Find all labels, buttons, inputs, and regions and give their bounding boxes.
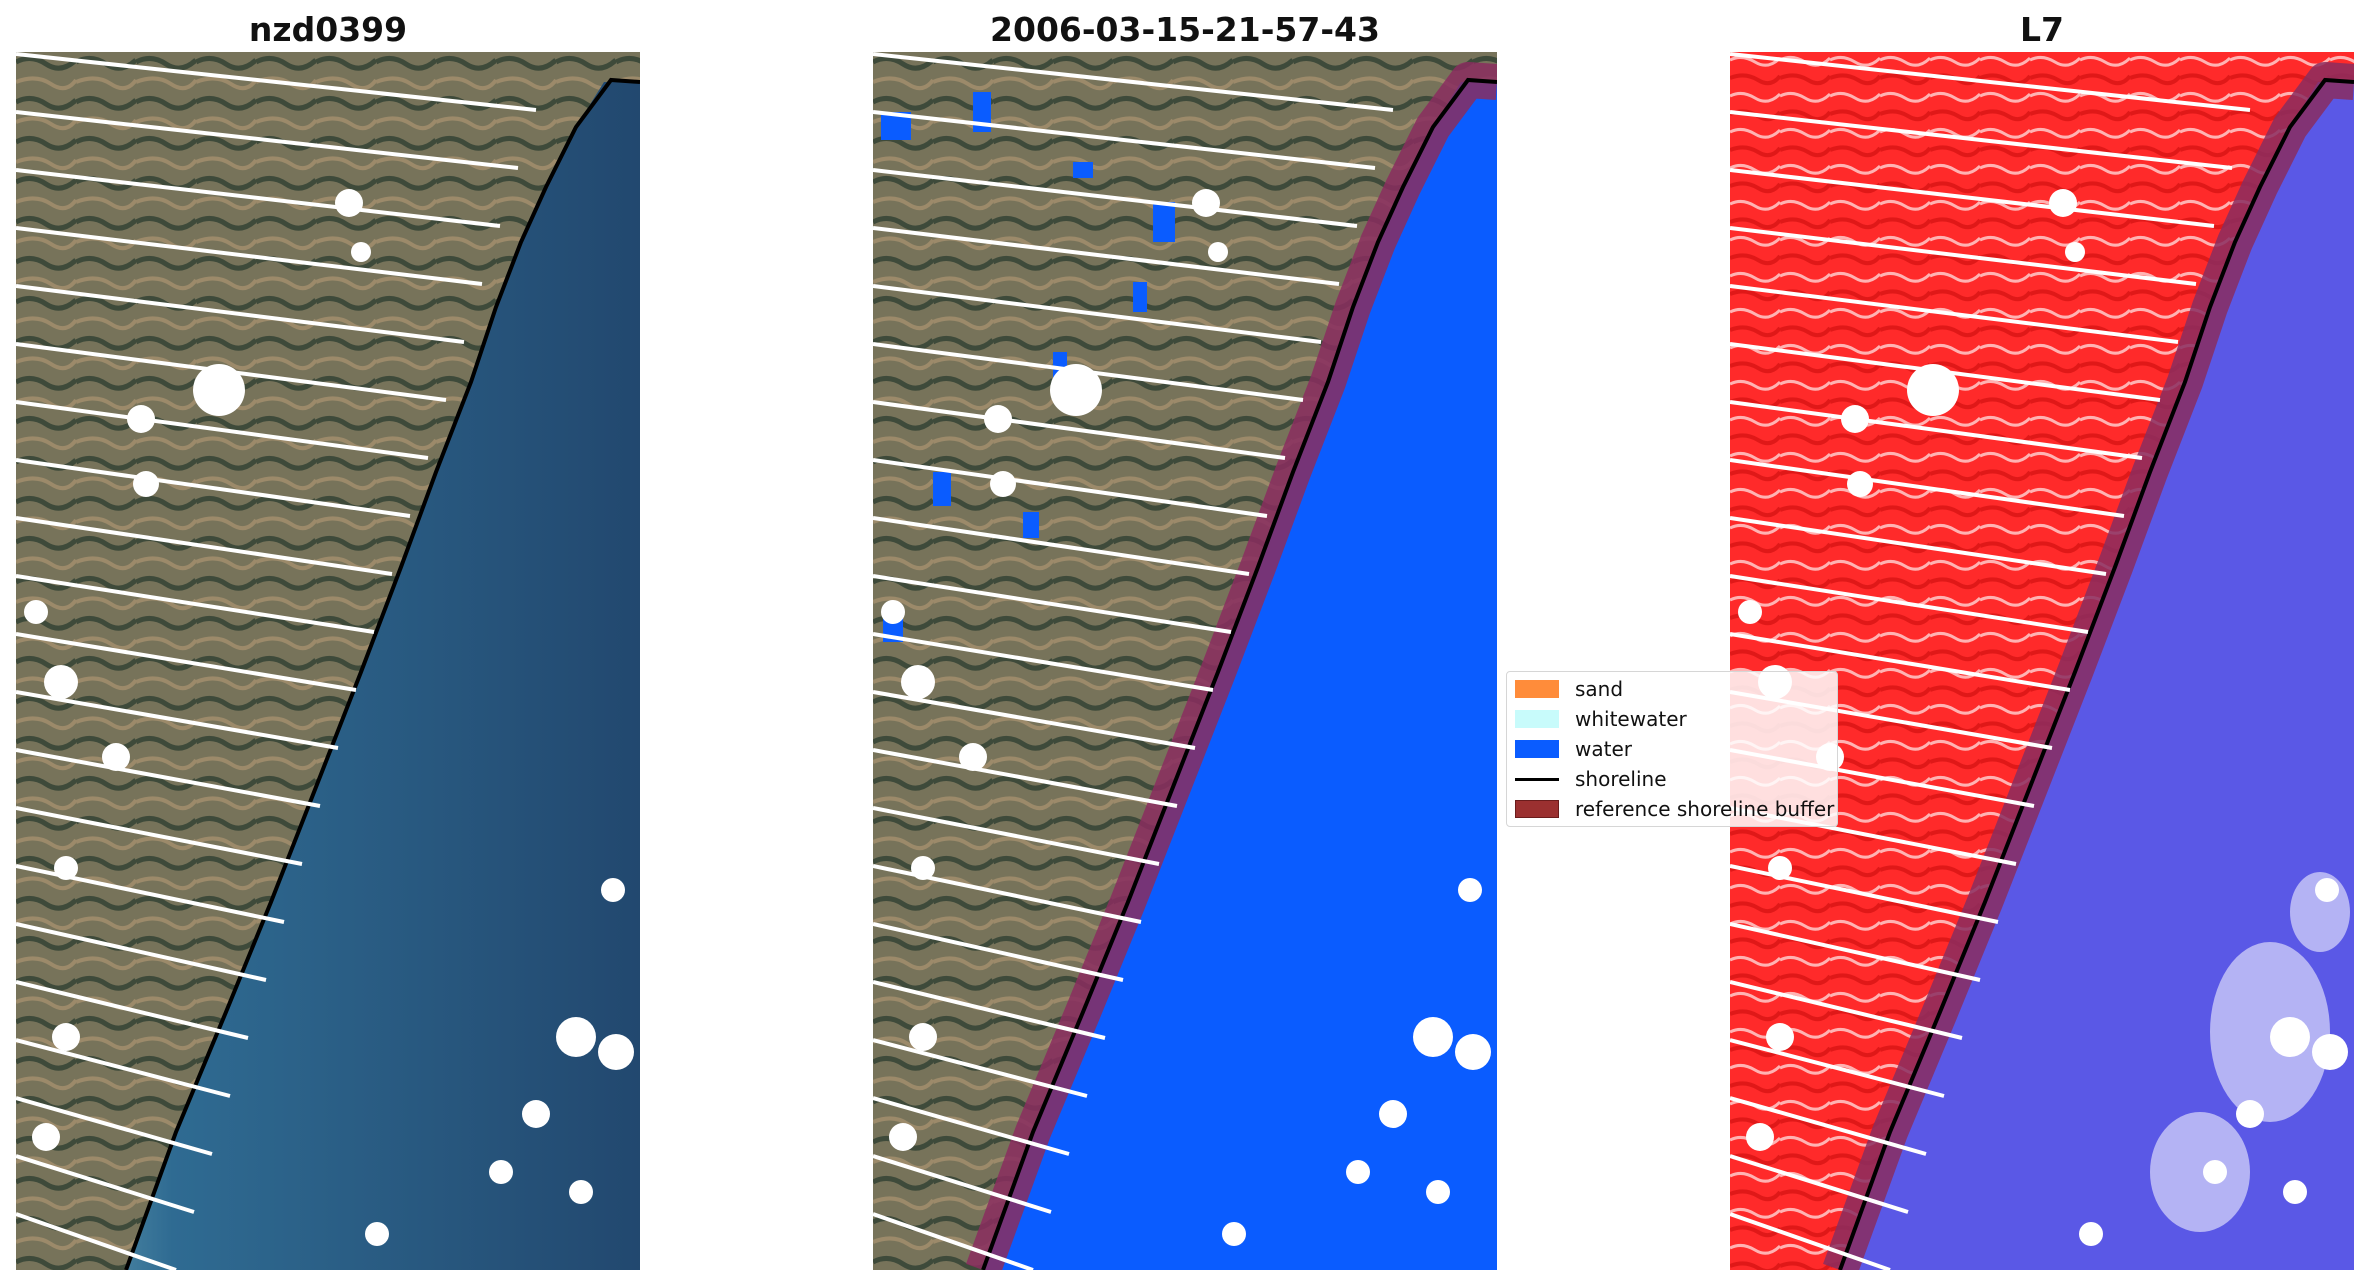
slc-gap-line [873, 980, 1106, 1040]
slc-gap-line [1730, 400, 2143, 460]
slc-gap-line [873, 632, 1214, 692]
panel-title-false-color: L7 [2020, 10, 2064, 49]
false-color-panel [1730, 52, 2354, 1270]
slc-gap-line [873, 1212, 1034, 1270]
slc-gap-line [873, 516, 1250, 576]
slc-gap-line [16, 284, 465, 344]
legend-item-whitewater: whitewater [1515, 706, 1687, 732]
slc-gap-line [16, 748, 321, 808]
slc-gap-line [16, 632, 357, 692]
slc-gap-line [16, 110, 519, 170]
slc-gap-line [16, 1038, 231, 1098]
slc-gap-line [1730, 516, 2107, 576]
slc-gap-line [16, 922, 267, 982]
legend-swatch-reference-buffer [1515, 800, 1559, 818]
legend-label-water: water [1575, 737, 1632, 761]
land-area [16, 52, 640, 1270]
slc-gap-line [873, 1096, 1070, 1156]
legend-swatch-water [1515, 740, 1559, 758]
legend-label-whitewater: whitewater [1575, 707, 1687, 731]
slc-gap-line [1730, 922, 1981, 982]
cloud-mask [24, 189, 634, 1246]
legend-item-reference-buffer: reference shoreline buffer [1515, 796, 1834, 822]
legend-item-water: water [1515, 736, 1632, 762]
slc-gap-line [873, 458, 1268, 518]
slc-gap-line [16, 1096, 213, 1156]
slc-gap-line [873, 284, 1322, 344]
legend-label-shoreline: shoreline [1575, 767, 1667, 791]
slc-gap-line [16, 226, 483, 286]
slc-gap-line [16, 1212, 177, 1270]
slc-gap-line [1730, 632, 2071, 692]
panel-title-rgb: nzd0399 [248, 10, 408, 49]
legend-label-reference-buffer: reference shoreline buffer [1575, 797, 1835, 821]
legend-item-sand: sand [1515, 676, 1623, 702]
slc-gap-line [16, 690, 339, 750]
slc-gap-line [1730, 52, 2251, 112]
slc-gap-line [873, 168, 1358, 228]
slc-gap-line [1730, 980, 1963, 1040]
false-color-image [1730, 52, 2354, 1270]
slc-gap-line [873, 574, 1232, 634]
slc-gap-line [873, 748, 1178, 808]
slc-gap-line [873, 52, 1394, 112]
slc-gap-line [16, 516, 393, 576]
slc-gap-line [873, 400, 1286, 460]
classification-panel [873, 52, 1497, 1270]
slc-gap-line [16, 806, 303, 866]
land-area [1730, 52, 2354, 1270]
slc-gap-line [16, 574, 375, 634]
panel-title-classification: 2006-03-15-21-57-43 [990, 10, 1380, 49]
slc-gap-line [873, 1038, 1088, 1098]
slc-gap-line [873, 1154, 1052, 1214]
legend-swatch-sand [1515, 680, 1559, 698]
slc-gap-line [873, 110, 1376, 170]
haze-cloud-patches [2150, 872, 2350, 1232]
rgb-image [16, 52, 640, 1270]
legend: sand whitewater water shoreline referenc… [1506, 671, 1838, 827]
legend-line-shoreline [1515, 777, 1559, 781]
classification-image [873, 52, 1497, 1270]
rgb-image-panel [16, 52, 640, 1270]
slc-gap-line [873, 922, 1124, 982]
slc-gap-line [1730, 226, 2197, 286]
slc-gap-line [16, 458, 411, 518]
slc-gap-lines [16, 52, 537, 1270]
slc-gap-line [16, 168, 501, 228]
slc-gap-line [1730, 458, 2125, 518]
slc-gap-line [16, 1154, 195, 1214]
slc-gap-line [1730, 1154, 1909, 1214]
land-area [873, 52, 1497, 1270]
slc-gap-line [1730, 1096, 1927, 1156]
slc-gap-line [16, 980, 249, 1040]
slc-gap-line [16, 400, 429, 460]
cloud-mask [881, 189, 1491, 1246]
slc-gap-line [1730, 1038, 1945, 1098]
slc-gap-line [1730, 284, 2179, 344]
slc-gap-line [1730, 1212, 1891, 1270]
slc-gap-line [1730, 110, 2233, 170]
slc-gap-lines [1730, 52, 2251, 1270]
slc-gap-line [1730, 574, 2089, 634]
legend-item-shoreline: shoreline [1515, 766, 1667, 792]
slc-gap-line [873, 690, 1196, 750]
slc-gap-line [16, 52, 537, 112]
legend-swatch-whitewater [1515, 710, 1559, 728]
slc-gap-line [1730, 168, 2215, 228]
slc-gap-line [873, 226, 1340, 286]
legend-label-sand: sand [1575, 677, 1624, 701]
slc-gap-line [873, 806, 1160, 866]
